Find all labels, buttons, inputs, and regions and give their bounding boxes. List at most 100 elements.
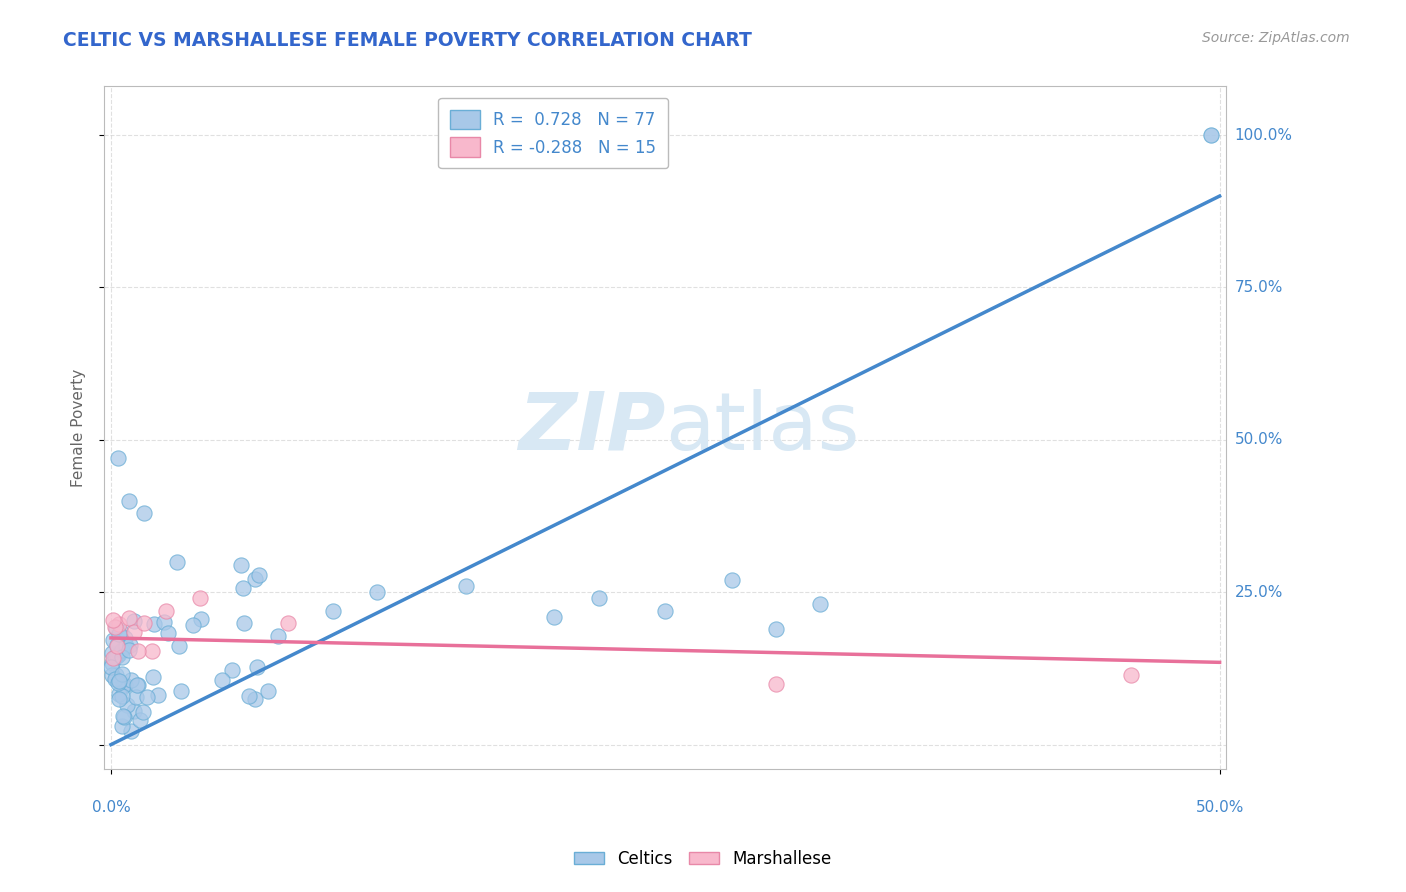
Point [108,617,131,632]
Point [112,679,135,693]
Point [810,598,832,612]
Point [654,603,676,617]
Point [107,674,129,689]
Point [108,687,131,701]
Text: 50.0%: 50.0% [1195,799,1244,814]
Point [247,567,270,582]
Point [118,493,141,508]
Point [118,643,141,657]
Point [267,629,290,643]
Point [118,639,141,653]
Point [243,572,266,586]
Point [322,603,344,617]
Point [454,579,477,593]
Point [101,647,124,661]
Text: 25.0%: 25.0% [1234,585,1282,599]
Text: 50.0%: 50.0% [1234,433,1282,448]
Point [101,668,124,682]
Point [105,638,128,652]
Point [190,612,212,626]
Point [765,676,787,690]
Point [211,673,233,688]
Point [100,660,122,674]
Point [141,644,163,658]
Point [135,690,157,704]
Point [128,713,150,727]
Point [167,639,190,653]
Point [111,650,134,665]
Point [107,675,129,690]
Point [127,644,149,658]
Point [117,611,139,625]
Point [134,615,156,630]
Point [148,688,170,702]
Point [107,639,129,653]
Point [103,650,125,665]
Point [107,451,129,466]
Point [233,615,256,630]
Point [108,647,131,661]
Point [103,632,125,647]
Point [765,622,787,636]
Point [366,585,388,599]
Point [1119,667,1142,681]
Point [114,631,136,645]
Point [104,672,127,686]
Legend: R =  0.728   N = 77, R = -0.288   N = 15: R = 0.728 N = 77, R = -0.288 N = 15 [439,98,668,169]
Point [108,691,131,706]
Point [115,698,138,713]
Point [238,690,260,704]
Point [114,678,136,692]
Point [127,678,149,692]
Point [153,615,176,630]
Point [142,670,165,684]
Point [166,555,188,569]
Point [588,591,610,606]
Point [120,723,142,738]
Point [105,648,128,663]
Point [101,613,124,627]
Point [256,683,278,698]
Point [115,639,138,653]
Point [170,684,193,698]
Point [142,617,165,632]
Point [104,621,127,635]
Text: 0.0%: 0.0% [91,799,131,814]
Point [122,614,145,628]
Point [155,603,177,617]
Point [125,678,148,692]
Point [111,709,134,723]
Point [122,625,145,640]
Text: atlas: atlas [665,389,859,467]
Point [124,690,146,704]
Point [134,506,156,520]
Text: 100.0%: 100.0% [1234,128,1292,143]
Point [122,704,145,718]
Point [543,609,565,624]
Point [243,692,266,706]
Legend: Celtics, Marshallese: Celtics, Marshallese [568,844,838,875]
Point [221,663,243,677]
Point [111,719,134,733]
Point [111,643,134,657]
Point [232,581,254,595]
Text: CELTIC VS MARSHALLESE FEMALE POVERTY CORRELATION CHART: CELTIC VS MARSHALLESE FEMALE POVERTY COR… [63,31,752,50]
Point [111,689,134,703]
Point [108,627,131,641]
Point [246,660,269,674]
Point [111,667,134,681]
Point [181,618,204,632]
Text: 75.0%: 75.0% [1234,280,1282,295]
Point [104,650,127,665]
Point [105,667,128,681]
Point [110,625,132,640]
Point [103,620,125,634]
Point [1199,128,1222,142]
Point [277,615,299,630]
Point [157,626,180,640]
Point [112,710,135,724]
Point [132,705,155,719]
Point [231,558,253,572]
Y-axis label: Female Poverty: Female Poverty [72,368,86,487]
Point [720,573,742,587]
